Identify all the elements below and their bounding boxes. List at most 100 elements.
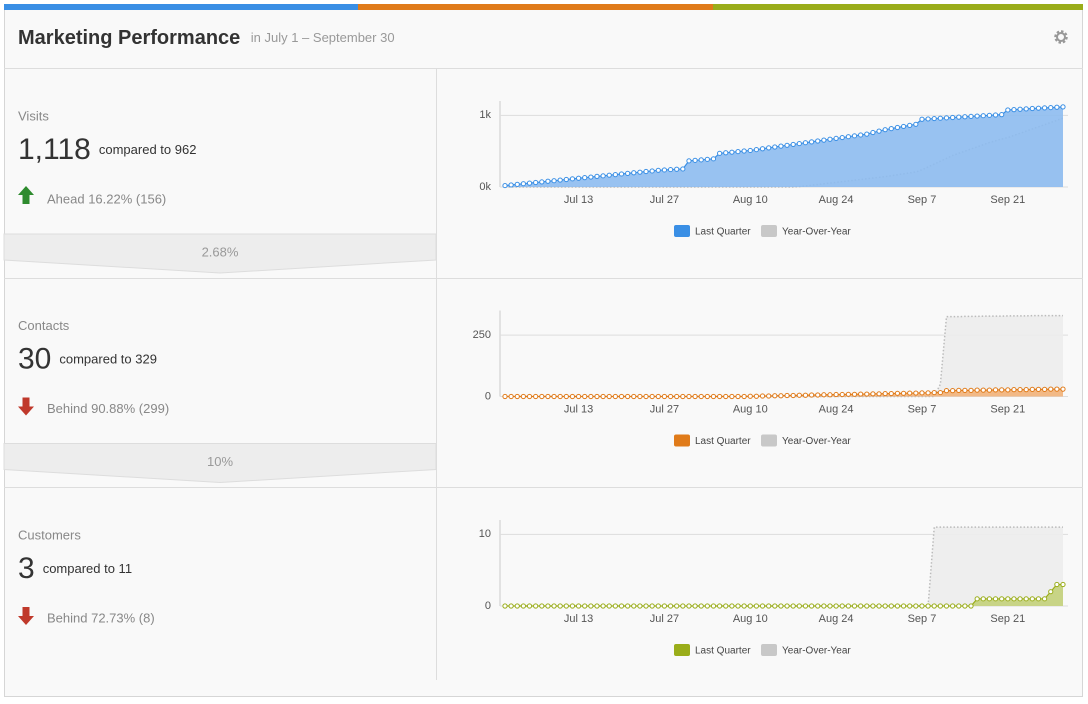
- x-tick-label: Jul 27: [650, 194, 679, 206]
- point-marker: [575, 175, 582, 181]
- point-marker: [968, 113, 974, 120]
- point-marker: [808, 139, 815, 145]
- point-marker: [637, 393, 643, 400]
- point-marker: [876, 391, 882, 397]
- point-marker: [802, 392, 809, 398]
- point-marker: [827, 392, 833, 398]
- point-marker: [1023, 106, 1029, 112]
- point-marker: [692, 157, 698, 163]
- point-marker: [1029, 596, 1035, 602]
- point-marker: [888, 603, 894, 609]
- point-marker: [723, 393, 729, 400]
- point-marker: [698, 603, 704, 609]
- point-marker: [1017, 387, 1023, 393]
- point-marker: [992, 387, 999, 393]
- point-marker: [502, 182, 508, 189]
- area-fill: [505, 584, 1063, 606]
- legend-swatch: [761, 225, 777, 237]
- point-marker: [931, 603, 937, 609]
- point-marker: [766, 393, 772, 399]
- point-marker: [698, 157, 704, 163]
- point-marker: [913, 121, 919, 127]
- point-marker: [882, 390, 888, 397]
- point-marker: [956, 387, 962, 393]
- legend-swatch: [761, 644, 777, 656]
- point-marker: [1054, 581, 1060, 588]
- point-marker: [514, 603, 520, 609]
- point-marker: [533, 179, 539, 186]
- point-marker: [759, 393, 766, 399]
- legend-swatch: [761, 434, 777, 447]
- point-marker: [600, 393, 606, 400]
- point-marker: [649, 603, 655, 609]
- point-marker: [827, 603, 833, 609]
- metric-label: Visits: [18, 108, 49, 123]
- point-marker: [747, 393, 753, 399]
- legend-label: Year-Over-Year: [782, 646, 851, 657]
- point-marker: [618, 393, 625, 400]
- point-marker: [986, 112, 993, 118]
- point-marker: [520, 603, 526, 609]
- point-marker: [729, 149, 735, 155]
- point-marker: [790, 603, 796, 609]
- point-marker: [802, 140, 809, 146]
- point-marker: [618, 603, 625, 609]
- point-marker: [907, 603, 913, 609]
- point-marker: [508, 603, 514, 609]
- point-marker: [931, 115, 937, 122]
- metric-status: Ahead 16.22% (156): [47, 191, 166, 206]
- point-marker: [637, 169, 643, 175]
- point-marker: [655, 393, 661, 400]
- point-marker: [821, 137, 827, 143]
- point-marker: [1017, 596, 1023, 602]
- gear-ring[interactable]: [1056, 32, 1066, 42]
- point-marker: [778, 603, 784, 609]
- point-marker: [839, 603, 845, 609]
- metric-value: 3: [18, 552, 35, 585]
- point-marker: [661, 603, 668, 609]
- point-marker: [582, 393, 588, 400]
- point-marker: [980, 596, 986, 602]
- point-marker: [919, 116, 925, 122]
- point-marker: [1023, 387, 1029, 393]
- point-marker: [551, 393, 557, 400]
- point-marker: [569, 176, 576, 182]
- point-marker: [956, 114, 962, 120]
- point-marker: [539, 179, 545, 185]
- x-tick-label: Sep 7: [908, 613, 937, 625]
- point-marker: [606, 603, 612, 609]
- point-marker: [907, 390, 913, 396]
- point-marker: [913, 390, 919, 396]
- point-marker: [888, 125, 894, 132]
- metric-value-line: 1,118 compared to 962: [18, 133, 196, 166]
- point-marker: [526, 393, 533, 400]
- settings-icon[interactable]: [1054, 30, 1068, 44]
- point-marker: [1011, 596, 1017, 602]
- x-tick-label: Aug 10: [733, 613, 768, 625]
- point-marker: [919, 390, 925, 396]
- point-marker: [704, 393, 710, 400]
- point-marker: [533, 393, 539, 400]
- point-marker: [1017, 106, 1023, 112]
- metric-value: 1,118: [18, 133, 91, 166]
- point-marker: [729, 603, 735, 609]
- point-marker: [876, 603, 882, 609]
- metric-status: Behind 90.88% (299): [47, 401, 169, 416]
- point-marker: [937, 603, 943, 609]
- point-marker: [600, 173, 606, 179]
- x-tick-label: Jul 13: [564, 194, 593, 206]
- point-marker: [1035, 596, 1042, 602]
- point-marker: [833, 135, 839, 142]
- point-marker: [723, 150, 729, 156]
- point-marker: [845, 603, 851, 609]
- y-tick-label: 10: [479, 528, 491, 540]
- point-marker: [563, 176, 569, 183]
- x-tick-label: Sep 21: [990, 194, 1025, 206]
- point-marker: [649, 393, 655, 400]
- point-marker: [514, 181, 520, 187]
- point-marker: [545, 393, 551, 400]
- point-marker: [667, 393, 674, 400]
- point-marker: [1011, 107, 1017, 113]
- point-marker: [937, 389, 943, 396]
- point-marker: [766, 603, 772, 609]
